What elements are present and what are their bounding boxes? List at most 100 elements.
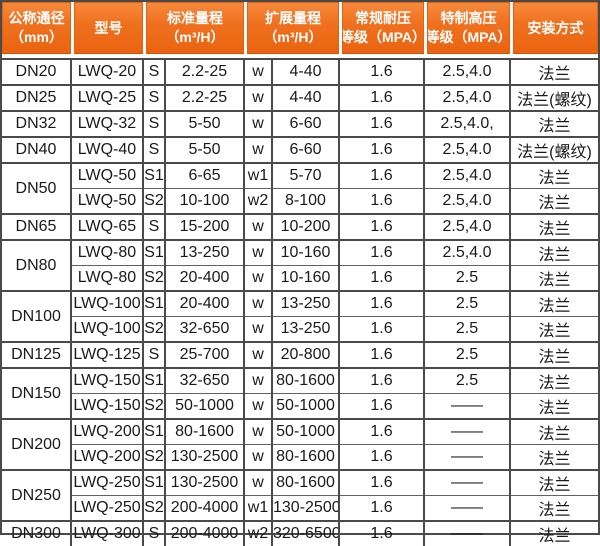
cell-standard-range-code: S — [143, 84, 166, 111]
cell-model: LWQ-150 — [71, 393, 144, 419]
cell-standard-range: 200-4000 — [165, 520, 245, 546]
cell-standard-range: 20-400 — [165, 290, 245, 317]
cell-standard-range-code: S — [143, 58, 166, 85]
cell-extended-range: 13-250 — [272, 316, 340, 342]
cell-model: LWQ-150 — [71, 367, 144, 394]
cell-nominal-diameter: DN80 — [2, 239, 72, 291]
cell-extended-range: 10-200 — [272, 213, 340, 240]
header-text: 常规耐压 — [355, 10, 411, 27]
cell-normal-pressure: 1.6 — [339, 444, 425, 470]
cell-extended-range: 6-60 — [272, 110, 340, 137]
cell-standard-range: 5-50 — [165, 110, 245, 137]
header-text: 安装方式 — [527, 19, 584, 36]
table-row: LWQ-100 S2 32-650 w 13-250 1.6 2.5 法兰 — [2, 316, 598, 342]
cell-high-pressure: —— — [424, 495, 511, 521]
table-body: DN20 LWQ-20 S 2.2-25 w 4-40 1.6 2.5,4.0 法兰 DN25 LW… — [2, 58, 598, 546]
cell-standard-range: 32-650 — [165, 316, 245, 342]
header-extended-range: 扩展量程 （m³/H） — [247, 2, 339, 54]
cell-nominal-diameter: DN250 — [2, 469, 72, 521]
cell-standard-range: 15-200 — [165, 213, 245, 240]
table-row: LWQ-150 S2 50-1000 w 50-1000 1.6 —— 法兰 — [2, 393, 598, 419]
cell-standard-range: 130-2500 — [165, 469, 245, 496]
cell-normal-pressure: 1.6 — [339, 213, 425, 240]
cell-standard-range: 32-650 — [165, 367, 245, 394]
cell-extended-range: 10-160 — [272, 265, 340, 291]
cell-normal-pressure: 1.6 — [339, 110, 425, 137]
cell-nominal-diameter: DN125 — [2, 341, 72, 368]
cell-installation: 法兰 — [510, 290, 598, 317]
cell-nominal-diameter: DN150 — [2, 367, 72, 419]
cell-extended-range-code: w — [244, 469, 273, 496]
table-row: DN20 LWQ-20 S 2.2-25 w 4-40 1.6 2.5,4.0 法兰 — [2, 58, 598, 85]
cell-extended-range-code: w — [244, 58, 273, 85]
header-text: 等级（MPA） — [427, 29, 510, 45]
cell-model: LWQ-32 — [71, 110, 144, 137]
cell-normal-pressure: 1.6 — [339, 239, 425, 266]
cell-installation: 法兰 — [510, 469, 598, 496]
header-normal-pressure-rating: 常规耐压 等级（MPA） — [342, 2, 424, 54]
header-text: 标准量程 — [167, 10, 223, 27]
cell-extended-range-code: w1 — [244, 495, 273, 521]
header-text: 公称通径 — [8, 10, 65, 27]
cell-standard-range-code: S1 — [143, 239, 166, 266]
cell-normal-pressure: 1.6 — [339, 188, 425, 214]
table-row: DN300 LWQ-300 S 200-4000 w2 320-6500 1.6 —— 法兰 — [2, 520, 598, 546]
table-header-row: 公称通径 （mm） 型号 标准量程 （m³/H） 扩展量程 （m³/H） 常规耐… — [2, 2, 598, 58]
cell-extended-range-code: w2 — [244, 520, 273, 546]
cell-extended-range: 130-2500 — [272, 495, 340, 521]
cell-high-pressure: 2.5 — [424, 367, 511, 394]
cell-extended-range-code: w — [244, 239, 273, 266]
cell-installation: 法兰 — [510, 188, 598, 214]
cell-installation: 法兰 — [510, 110, 598, 137]
header-text: 特制高压 — [440, 10, 497, 27]
cell-normal-pressure: 1.6 — [339, 290, 425, 317]
cell-model: LWQ-20 — [71, 58, 144, 85]
cell-extended-range: 80-1600 — [272, 444, 340, 470]
cell-extended-range-code: w1 — [244, 162, 273, 189]
table-row: LWQ-200 S2 130-2500 w 80-1600 1.6 —— 法兰 — [2, 444, 598, 470]
cell-normal-pressure: 1.6 — [339, 316, 425, 342]
cell-standard-range-code: S — [143, 341, 166, 368]
cell-installation: 法兰 — [510, 162, 598, 189]
cell-normal-pressure: 1.6 — [339, 58, 425, 85]
cell-model: LWQ-200 — [71, 444, 144, 470]
cell-high-pressure: 2.5,4.0 — [424, 162, 511, 189]
cell-nominal-diameter: DN65 — [2, 213, 72, 240]
cell-high-pressure: 2.5,4.0, — [424, 110, 511, 137]
cell-nominal-diameter: DN200 — [2, 418, 72, 470]
table-row: DN125 LWQ-125 S 25-700 w 20-800 1.6 2.5 法兰 — [2, 341, 598, 368]
cell-installation: 法兰 — [510, 265, 598, 291]
cell-nominal-diameter: DN25 — [2, 84, 72, 111]
table-row: DN200 LWQ-200 S1 80-1600 w 50-1000 1.6 —— 法兰 — [2, 418, 598, 470]
cell-model: LWQ-250 — [71, 469, 144, 496]
cell-installation: 法兰 — [510, 444, 598, 470]
cell-high-pressure: 2.5,4.0 — [424, 213, 511, 240]
cell-installation: 法兰 — [510, 495, 598, 521]
header-text: 型号 — [94, 19, 123, 36]
cell-extended-range: 4-40 — [272, 58, 340, 85]
cell-model: LWQ-250 — [71, 495, 144, 521]
table-row: DN100 LWQ-100 S1 20-400 w 13-250 1.6 2.5 法兰 — [2, 290, 598, 342]
table-row: DN50 LWQ-50 S1 6-65 w1 5-70 1.6 2.5,4.0 法兰 — [2, 162, 598, 214]
header-text: （m³/H） — [165, 29, 225, 45]
cell-standard-range-code: S — [143, 213, 166, 240]
cell-extended-range-code: w — [244, 341, 273, 368]
cell-normal-pressure: 1.6 — [339, 520, 425, 546]
cell-standard-range-code: S2 — [143, 444, 166, 470]
cell-extended-range: 4-40 — [272, 84, 340, 111]
cell-standard-range-code: S2 — [143, 316, 166, 342]
cell-normal-pressure: 1.6 — [339, 469, 425, 496]
cell-model: LWQ-25 — [71, 84, 144, 111]
cell-high-pressure: 2.5 — [424, 265, 511, 291]
table-row: DN80 LWQ-80 S1 13-250 w 10-160 1.6 2.5,4.0 法兰 — [2, 239, 598, 291]
table-row: DN32 LWQ-32 S 5-50 w 6-60 1.6 2.5,4.0, 法兰 — [2, 110, 598, 137]
cell-extended-range-code: w2 — [244, 188, 273, 214]
cell-extended-range: 80-1600 — [272, 469, 340, 496]
cell-model: LWQ-100 — [71, 290, 144, 317]
cell-nominal-diameter: DN40 — [2, 136, 72, 163]
header-model: 型号 — [74, 2, 143, 54]
cell-high-pressure: —— — [424, 469, 511, 496]
cell-extended-range-code: w — [244, 136, 273, 163]
cell-standard-range: 2.2-25 — [165, 58, 245, 85]
